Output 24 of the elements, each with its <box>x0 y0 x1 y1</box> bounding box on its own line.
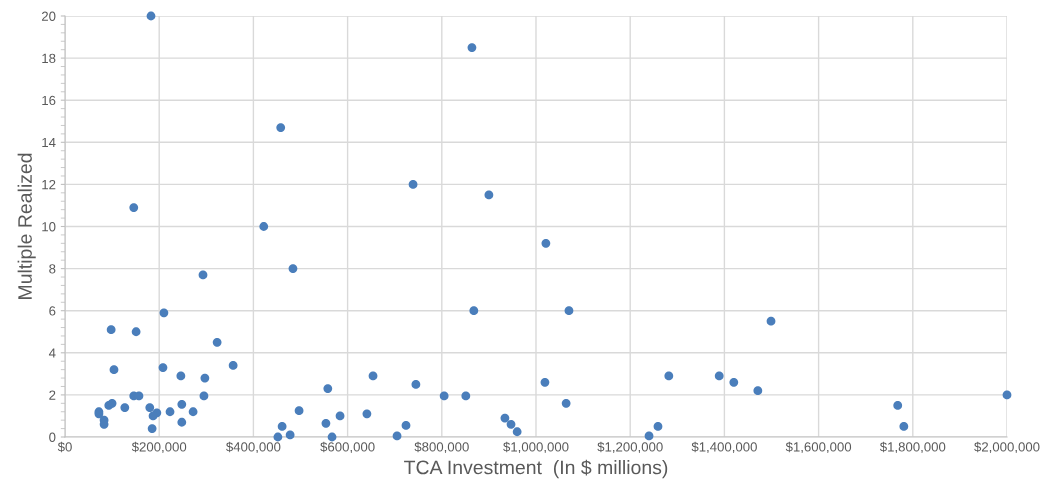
x-tick-label: $1,400,000 <box>691 441 757 454</box>
y-tick-label: 14 <box>42 138 56 148</box>
y-tick-label: 4 <box>48 348 56 358</box>
x-tick-label: $1,200,000 <box>597 441 663 454</box>
x-axis-title: TCA Investment (In $ millions) <box>404 459 668 479</box>
y-tick-label: 18 <box>42 53 56 64</box>
y-tick-label: 0 <box>49 432 56 442</box>
x-tick-label: $0 <box>57 441 72 453</box>
y-tick-label: 12 <box>42 179 56 190</box>
x-tick-label: $400,000 <box>226 441 281 454</box>
x-tick-label: $1,800,000 <box>879 441 946 454</box>
y-tick-label: 6 <box>49 306 56 316</box>
y-tick-label: 2 <box>49 390 56 400</box>
y-tick-label: 20 <box>41 11 56 21</box>
x-tick-label: $1,600,000 <box>785 441 852 454</box>
y-tick-label: 8 <box>49 264 56 274</box>
x-tick-label: $800,000 <box>414 441 469 454</box>
y-tick-label: 16 <box>42 95 56 106</box>
y-tick-label: 10 <box>42 222 56 232</box>
y-axis-title: Multiple Realized <box>17 153 36 299</box>
x-tick-label: $1,000,000 <box>503 441 569 454</box>
x-tick-label: $600,000 <box>320 441 375 454</box>
x-tick-label: $2,000,000 <box>974 441 1040 454</box>
x-tick-label: $200,000 <box>131 441 187 454</box>
